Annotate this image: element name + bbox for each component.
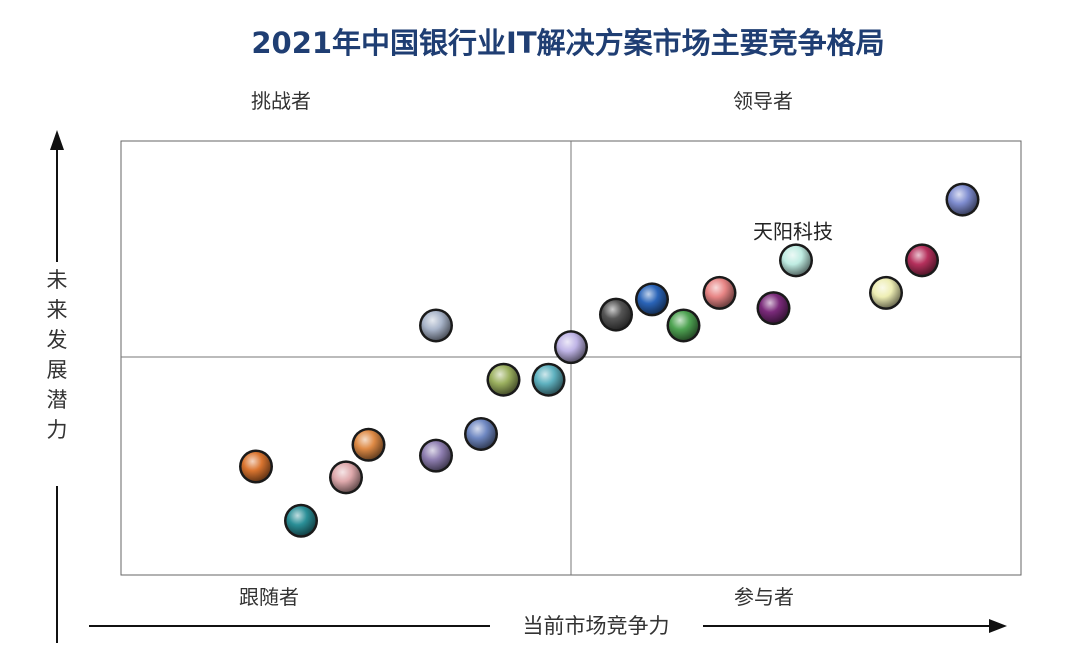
chart-title: 2021年中国银行业IT解决方案市场主要竞争格局 <box>251 26 884 60</box>
x-axis-label: 当前市场竞争力 <box>523 614 670 638</box>
data-point <box>489 365 518 395</box>
data-point <box>601 300 631 330</box>
data-point <box>466 419 496 449</box>
data-point <box>286 506 316 536</box>
data-point <box>354 430 383 460</box>
y-axis-arrowhead <box>50 130 64 150</box>
data-point <box>871 278 901 308</box>
data-point <box>556 332 586 362</box>
data-point <box>781 245 811 275</box>
data-point <box>759 293 788 323</box>
x-axis-arrowhead <box>989 619 1007 633</box>
points-layer: 天阳科技 <box>239 182 980 538</box>
data-point <box>421 310 451 340</box>
data-point <box>907 245 937 275</box>
data-point <box>948 185 977 215</box>
data-point-label: 天阳科技 <box>753 219 833 243</box>
data-point <box>421 441 451 471</box>
y-axis-label: 未来发展潜力 <box>47 268 68 442</box>
data-point <box>637 284 667 314</box>
quadrant-label-bottom-right: 参与者 <box>734 585 794 609</box>
data-point <box>534 365 563 395</box>
data-point <box>331 462 361 492</box>
quadrant-label-top-left: 挑战者 <box>251 89 311 113</box>
quadrant-label-top-right: 领导者 <box>733 89 793 113</box>
data-point <box>705 278 734 308</box>
quadrant-label-bottom-left: 跟随者 <box>239 585 299 609</box>
data-point <box>241 452 271 481</box>
data-point <box>669 310 698 340</box>
